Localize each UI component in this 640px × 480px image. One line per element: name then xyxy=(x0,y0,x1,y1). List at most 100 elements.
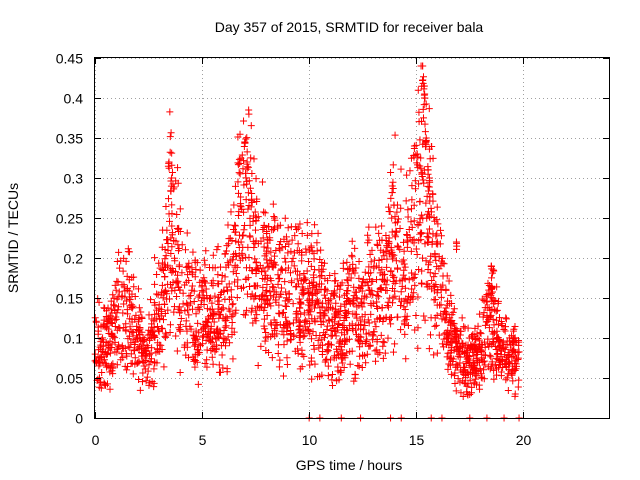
data-point xyxy=(280,341,288,349)
data-point xyxy=(215,293,223,301)
data-point xyxy=(334,320,342,328)
data-point xyxy=(408,182,416,190)
data-point xyxy=(295,323,303,331)
data-point xyxy=(226,307,234,315)
y-tick-label: 0.05 xyxy=(56,371,83,387)
data-point xyxy=(362,293,370,301)
data-point xyxy=(265,223,273,231)
data-point xyxy=(356,338,364,346)
data-point xyxy=(234,189,242,197)
data-point xyxy=(111,334,119,342)
data-point xyxy=(465,344,473,352)
data-point-peak xyxy=(422,138,430,146)
data-point xyxy=(378,236,386,244)
data-point xyxy=(156,341,164,349)
data-point xyxy=(242,264,250,272)
data-point xyxy=(126,295,134,303)
data-point xyxy=(418,211,426,219)
data-point xyxy=(490,321,498,329)
data-point xyxy=(128,304,136,312)
data-point xyxy=(352,264,360,272)
data-point xyxy=(94,330,102,338)
data-point xyxy=(115,288,123,296)
data-point xyxy=(234,238,242,246)
data-point xyxy=(107,305,115,313)
data-point xyxy=(305,306,313,314)
data-point xyxy=(266,256,274,264)
data-point xyxy=(257,342,265,350)
data-point xyxy=(431,314,439,322)
data-point xyxy=(98,369,106,377)
data-point xyxy=(468,383,476,391)
data-point xyxy=(274,280,282,288)
data-point xyxy=(229,256,237,264)
data-point xyxy=(198,297,206,305)
data-point xyxy=(266,287,274,295)
data-point xyxy=(295,326,303,334)
data-point xyxy=(148,315,156,323)
data-point xyxy=(369,291,377,299)
data-point xyxy=(131,340,139,348)
data-point xyxy=(365,263,373,271)
data-point xyxy=(143,373,151,381)
data-point xyxy=(429,154,437,162)
data-point xyxy=(214,271,222,279)
data-point xyxy=(344,308,352,316)
data-point xyxy=(127,328,135,336)
data-point xyxy=(283,322,291,330)
data-point xyxy=(124,245,132,253)
data-point xyxy=(485,324,493,332)
data-point xyxy=(263,229,271,237)
data-point-peak xyxy=(420,82,428,90)
data-point xyxy=(405,276,413,284)
data-point xyxy=(109,363,117,371)
data-point xyxy=(350,283,358,291)
data-point xyxy=(225,295,233,303)
data-point xyxy=(408,237,416,245)
data-point xyxy=(375,256,383,264)
data-point xyxy=(352,310,360,318)
data-point xyxy=(283,337,291,345)
data-point xyxy=(320,311,328,319)
data-point xyxy=(471,370,479,378)
data-point xyxy=(164,246,172,254)
data-point xyxy=(326,340,334,348)
data-point xyxy=(362,359,370,367)
data-point xyxy=(221,273,229,281)
data-point xyxy=(270,283,278,291)
data-point xyxy=(134,285,142,293)
data-point xyxy=(427,252,435,260)
data-point xyxy=(220,286,228,294)
data-point xyxy=(502,363,510,371)
data-point xyxy=(232,270,240,278)
data-point xyxy=(286,327,294,335)
data-point xyxy=(374,350,382,358)
data-point-peak xyxy=(421,143,429,151)
data-point xyxy=(318,262,326,270)
data-point xyxy=(410,217,418,225)
data-point xyxy=(308,247,316,255)
data-point xyxy=(261,209,269,217)
data-point xyxy=(366,342,374,350)
data-point xyxy=(321,312,329,320)
data-point xyxy=(340,291,348,299)
data-point xyxy=(245,177,253,185)
data-point xyxy=(237,200,245,208)
data-point xyxy=(463,369,471,377)
data-point xyxy=(514,348,522,356)
data-point xyxy=(463,351,471,359)
data-point xyxy=(243,148,251,156)
data-point xyxy=(280,321,288,329)
data-point xyxy=(389,348,397,356)
data-point xyxy=(145,381,153,389)
data-point xyxy=(184,301,192,309)
data-point xyxy=(491,298,499,306)
data-point xyxy=(343,258,351,266)
data-point xyxy=(409,295,417,303)
data-point xyxy=(445,360,453,368)
data-point xyxy=(381,278,389,286)
data-point xyxy=(164,280,172,288)
data-point xyxy=(168,169,176,177)
data-point xyxy=(261,275,269,283)
data-point xyxy=(408,196,416,204)
